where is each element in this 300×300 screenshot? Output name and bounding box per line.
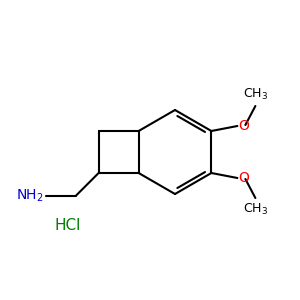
Text: HCl: HCl (55, 218, 81, 232)
Text: CH$_3$: CH$_3$ (243, 202, 268, 217)
Text: NH$_2$: NH$_2$ (16, 188, 44, 204)
Text: CH$_3$: CH$_3$ (243, 87, 268, 102)
Text: O: O (238, 119, 249, 133)
Text: O: O (238, 171, 249, 185)
